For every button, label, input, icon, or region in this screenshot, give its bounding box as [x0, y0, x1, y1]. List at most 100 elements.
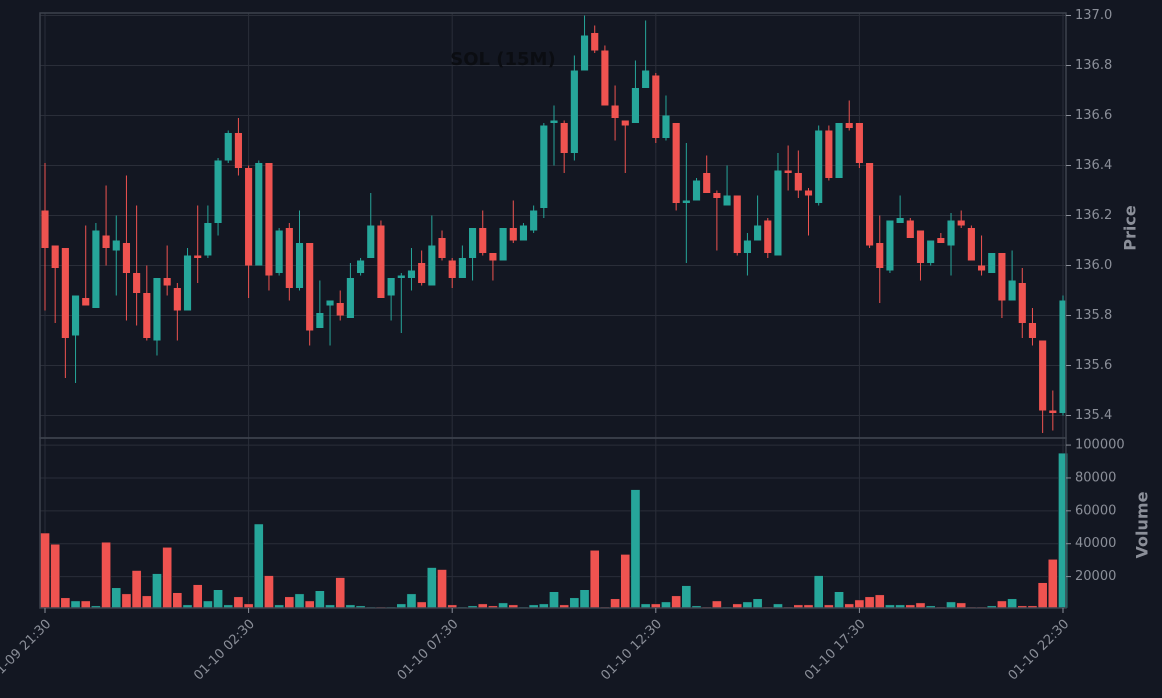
- candle-body: [173, 288, 181, 311]
- volume-bar: [253, 523, 264, 609]
- candle-body: [214, 160, 222, 223]
- candle-body: [295, 243, 304, 288]
- candle-body: [82, 298, 90, 306]
- volume-bar: [60, 597, 71, 609]
- candle-body: [316, 313, 324, 328]
- volume-tick-label: 100000: [1075, 438, 1125, 453]
- candle-body: [591, 33, 599, 51]
- candle-body: [947, 220, 955, 246]
- y-tick-label: 136.8: [1075, 58, 1112, 73]
- candle-body: [570, 70, 578, 153]
- volume-bar: [915, 602, 926, 609]
- candle-body: [377, 225, 385, 298]
- volume-panel-frame: [39, 437, 1067, 609]
- candle-body: [855, 123, 863, 163]
- volume-bar: [294, 593, 305, 609]
- candle-body: [499, 228, 507, 261]
- candle-body: [1059, 300, 1067, 413]
- candle-body: [815, 130, 823, 203]
- volume-bar: [213, 589, 223, 609]
- candle-body: [245, 168, 253, 266]
- y-tick-label: 135.6: [1075, 358, 1112, 373]
- candle-body: [326, 300, 334, 306]
- volume-tick-label: 40000: [1075, 536, 1116, 551]
- volume-bar: [1007, 598, 1017, 609]
- candle-body: [1049, 410, 1057, 413]
- y-tick-label: 135.8: [1075, 308, 1112, 323]
- candle-body: [804, 190, 813, 196]
- volume-bar: [854, 599, 865, 609]
- candle-body: [774, 170, 782, 256]
- volume-axis-label: Volume: [1133, 491, 1152, 558]
- candle-body: [306, 243, 314, 331]
- volume-bar: [162, 547, 172, 609]
- volume-bar: [997, 600, 1007, 609]
- candle-body: [1018, 283, 1026, 323]
- volume-bar: [742, 601, 753, 609]
- volume-bar: [111, 587, 122, 609]
- candle-body: [224, 133, 232, 161]
- candle-body: [428, 245, 436, 286]
- y-tick-label: 136.2: [1075, 208, 1112, 223]
- volume-bar: [752, 598, 763, 609]
- volume-bar: [50, 543, 61, 609]
- candle-body: [112, 240, 120, 251]
- volume-bar: [315, 590, 325, 609]
- volume-bar: [549, 591, 559, 609]
- candle-body: [41, 210, 49, 248]
- volume-bar: [192, 584, 203, 609]
- candle-body: [682, 200, 690, 203]
- candle-body: [967, 228, 975, 261]
- candle-body: [346, 278, 354, 318]
- candle-body: [255, 163, 263, 266]
- candle-body: [998, 253, 1006, 301]
- volume-tick-label: 20000: [1075, 569, 1116, 584]
- volume-bar: [946, 601, 956, 609]
- candle-body: [662, 115, 670, 138]
- candle-body: [692, 180, 701, 201]
- volume-bar: [233, 596, 244, 609]
- candle-body: [611, 105, 619, 118]
- volume-bar: [40, 532, 50, 609]
- candle-body: [234, 133, 242, 168]
- volume-bar: [304, 600, 315, 609]
- candle-body: [92, 230, 100, 308]
- y-tick-label: 137.0: [1075, 8, 1112, 23]
- volume-bar: [437, 569, 447, 609]
- candle-body: [133, 273, 141, 293]
- candle-body: [743, 240, 751, 253]
- candle-body: [489, 253, 497, 261]
- candle-body: [285, 228, 293, 288]
- volume-bar: [956, 602, 967, 609]
- volume-bar: [671, 595, 681, 609]
- candle-body: [886, 220, 894, 271]
- candle-body: [183, 255, 192, 311]
- volume-bar: [131, 570, 142, 609]
- candle-body: [937, 238, 945, 243]
- y-tick-label: 135.4: [1075, 408, 1112, 423]
- candle-body: [601, 50, 609, 106]
- volume-bar: [172, 592, 183, 609]
- candle-body: [988, 253, 996, 273]
- candle-body: [906, 220, 914, 238]
- volume-tick-label: 60000: [1075, 503, 1116, 518]
- candle-body: [61, 248, 69, 338]
- candle-body: [418, 263, 426, 283]
- y-axis-label: Price: [1121, 205, 1140, 251]
- candle-body: [652, 75, 660, 138]
- volume-bar: [80, 600, 91, 609]
- volume-bar: [1037, 582, 1048, 609]
- candle-body: [631, 88, 640, 123]
- candle-body: [560, 123, 568, 153]
- candle-body: [468, 228, 477, 258]
- candle-body: [479, 228, 487, 253]
- candle-body: [580, 35, 589, 71]
- candle-body: [143, 293, 151, 338]
- candle-body: [163, 278, 171, 286]
- candle-body: [530, 210, 538, 231]
- candle-body: [122, 243, 131, 273]
- candle-body: [540, 125, 548, 208]
- candle-body: [397, 275, 405, 278]
